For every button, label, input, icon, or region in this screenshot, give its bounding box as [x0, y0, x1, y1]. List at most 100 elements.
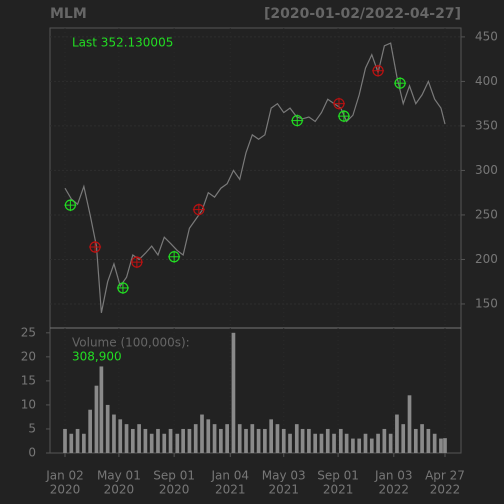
signal-marker — [64, 199, 77, 212]
volume-bar — [200, 414, 204, 453]
x-tick-year: 2021 — [323, 483, 354, 497]
x-tick-year: 2022 — [379, 483, 410, 497]
y2-tick-label: 5 — [28, 421, 36, 435]
volume-bar — [325, 428, 330, 453]
volume-bar — [382, 428, 387, 453]
volume-bar — [212, 424, 217, 453]
signal-marker — [291, 114, 304, 127]
x-tick-year: 2020 — [50, 483, 81, 497]
volume-bar — [275, 424, 280, 453]
volume-bar — [219, 428, 223, 453]
y2-tick-label: 20 — [21, 349, 36, 363]
y2-tick-label: 25 — [21, 325, 36, 339]
volume-bar — [344, 433, 349, 453]
volume-title: Volume (100,000s): — [72, 336, 190, 350]
signal-marker — [116, 281, 129, 294]
volume-bar — [357, 438, 362, 453]
y-tick-label: 400 — [475, 74, 498, 88]
signal-marker — [168, 250, 181, 263]
volume-bar — [407, 395, 412, 453]
x-tick-label: Sep 01 — [153, 469, 195, 483]
volume-bar — [175, 433, 180, 453]
volume-bar — [395, 414, 399, 453]
volume-bar — [162, 433, 167, 453]
x-tick-label: Apr 27 — [425, 469, 465, 483]
volume-bar — [363, 433, 368, 453]
volume-bar — [156, 428, 160, 453]
volume-bar — [281, 428, 286, 453]
volume-bar — [149, 433, 154, 453]
volume-bar — [206, 419, 211, 453]
volume-bar — [168, 428, 173, 453]
y-tick-label: 450 — [475, 29, 498, 43]
volume-bar — [124, 424, 129, 453]
y2-tick-label: 15 — [21, 373, 36, 387]
volume-bar — [82, 433, 86, 453]
x-tick-year: 2020 — [159, 483, 190, 497]
y-tick-label: 350 — [475, 118, 498, 132]
volume-bar — [143, 428, 148, 453]
volume-bar — [432, 433, 437, 453]
volume-bar — [319, 433, 324, 453]
x-tick-year: 2020 — [104, 483, 135, 497]
last-label: Last 352.130005 — [72, 36, 173, 50]
volume-bar — [426, 428, 431, 453]
y-tick-label: 150 — [475, 296, 498, 310]
volume-bar — [88, 409, 92, 453]
x-tick-label: Jan 04 — [210, 469, 249, 483]
signal-marker — [337, 110, 350, 123]
volume-bar — [307, 428, 311, 453]
volume-bar — [250, 424, 255, 453]
x-tick-label: Sep 01 — [317, 469, 359, 483]
volume-bar — [193, 424, 198, 453]
volume-bar — [181, 428, 185, 453]
signal-marker — [372, 64, 385, 77]
volume-bar — [269, 419, 274, 453]
volume-bar — [94, 385, 99, 453]
volume-bar — [369, 438, 374, 453]
volume-bar — [338, 428, 343, 453]
volume-bar — [237, 424, 242, 453]
x-tick-label: Jan 03 — [374, 469, 413, 483]
volume-bar — [376, 433, 380, 453]
x-tick-label: May 03 — [262, 469, 306, 483]
volume-bar — [256, 428, 261, 453]
x-tick-year: 2021 — [268, 483, 299, 497]
y-tick-label: 250 — [475, 207, 498, 221]
volume-bar — [401, 424, 406, 453]
volume-bar — [75, 428, 80, 453]
volume-bar — [137, 424, 141, 453]
signal-marker — [89, 240, 102, 253]
price-line — [64, 42, 446, 313]
volume-bar — [130, 428, 135, 453]
volume-bar — [443, 438, 447, 453]
chart-title: MLM — [50, 6, 87, 22]
volume-bar — [118, 419, 123, 453]
volume-bar — [351, 438, 355, 453]
volume-bar — [225, 424, 229, 453]
x-tick-label: Jan 02 — [45, 469, 84, 483]
x-tick-label: May 01 — [97, 469, 141, 483]
y2-tick-label: 10 — [21, 397, 36, 411]
volume-bar — [69, 433, 74, 453]
volume-bar — [105, 404, 110, 453]
plot-frame — [49, 27, 462, 454]
volume-bar — [231, 332, 236, 453]
signal-marker — [332, 97, 345, 110]
volume-bar — [413, 428, 418, 453]
volume-bar — [313, 433, 318, 453]
x-tick-year: 2021 — [215, 483, 246, 497]
volume-bar — [187, 428, 192, 453]
y-tick-label: 300 — [475, 163, 498, 177]
signal-marker — [394, 77, 407, 90]
volume-bar — [263, 428, 267, 453]
volume-bar — [112, 414, 116, 453]
x-tick-year: 2022 — [430, 483, 461, 497]
volume-bar — [300, 428, 305, 453]
volume-bar — [439, 438, 443, 453]
volume-bar — [99, 366, 104, 453]
volume-bar — [244, 428, 248, 453]
